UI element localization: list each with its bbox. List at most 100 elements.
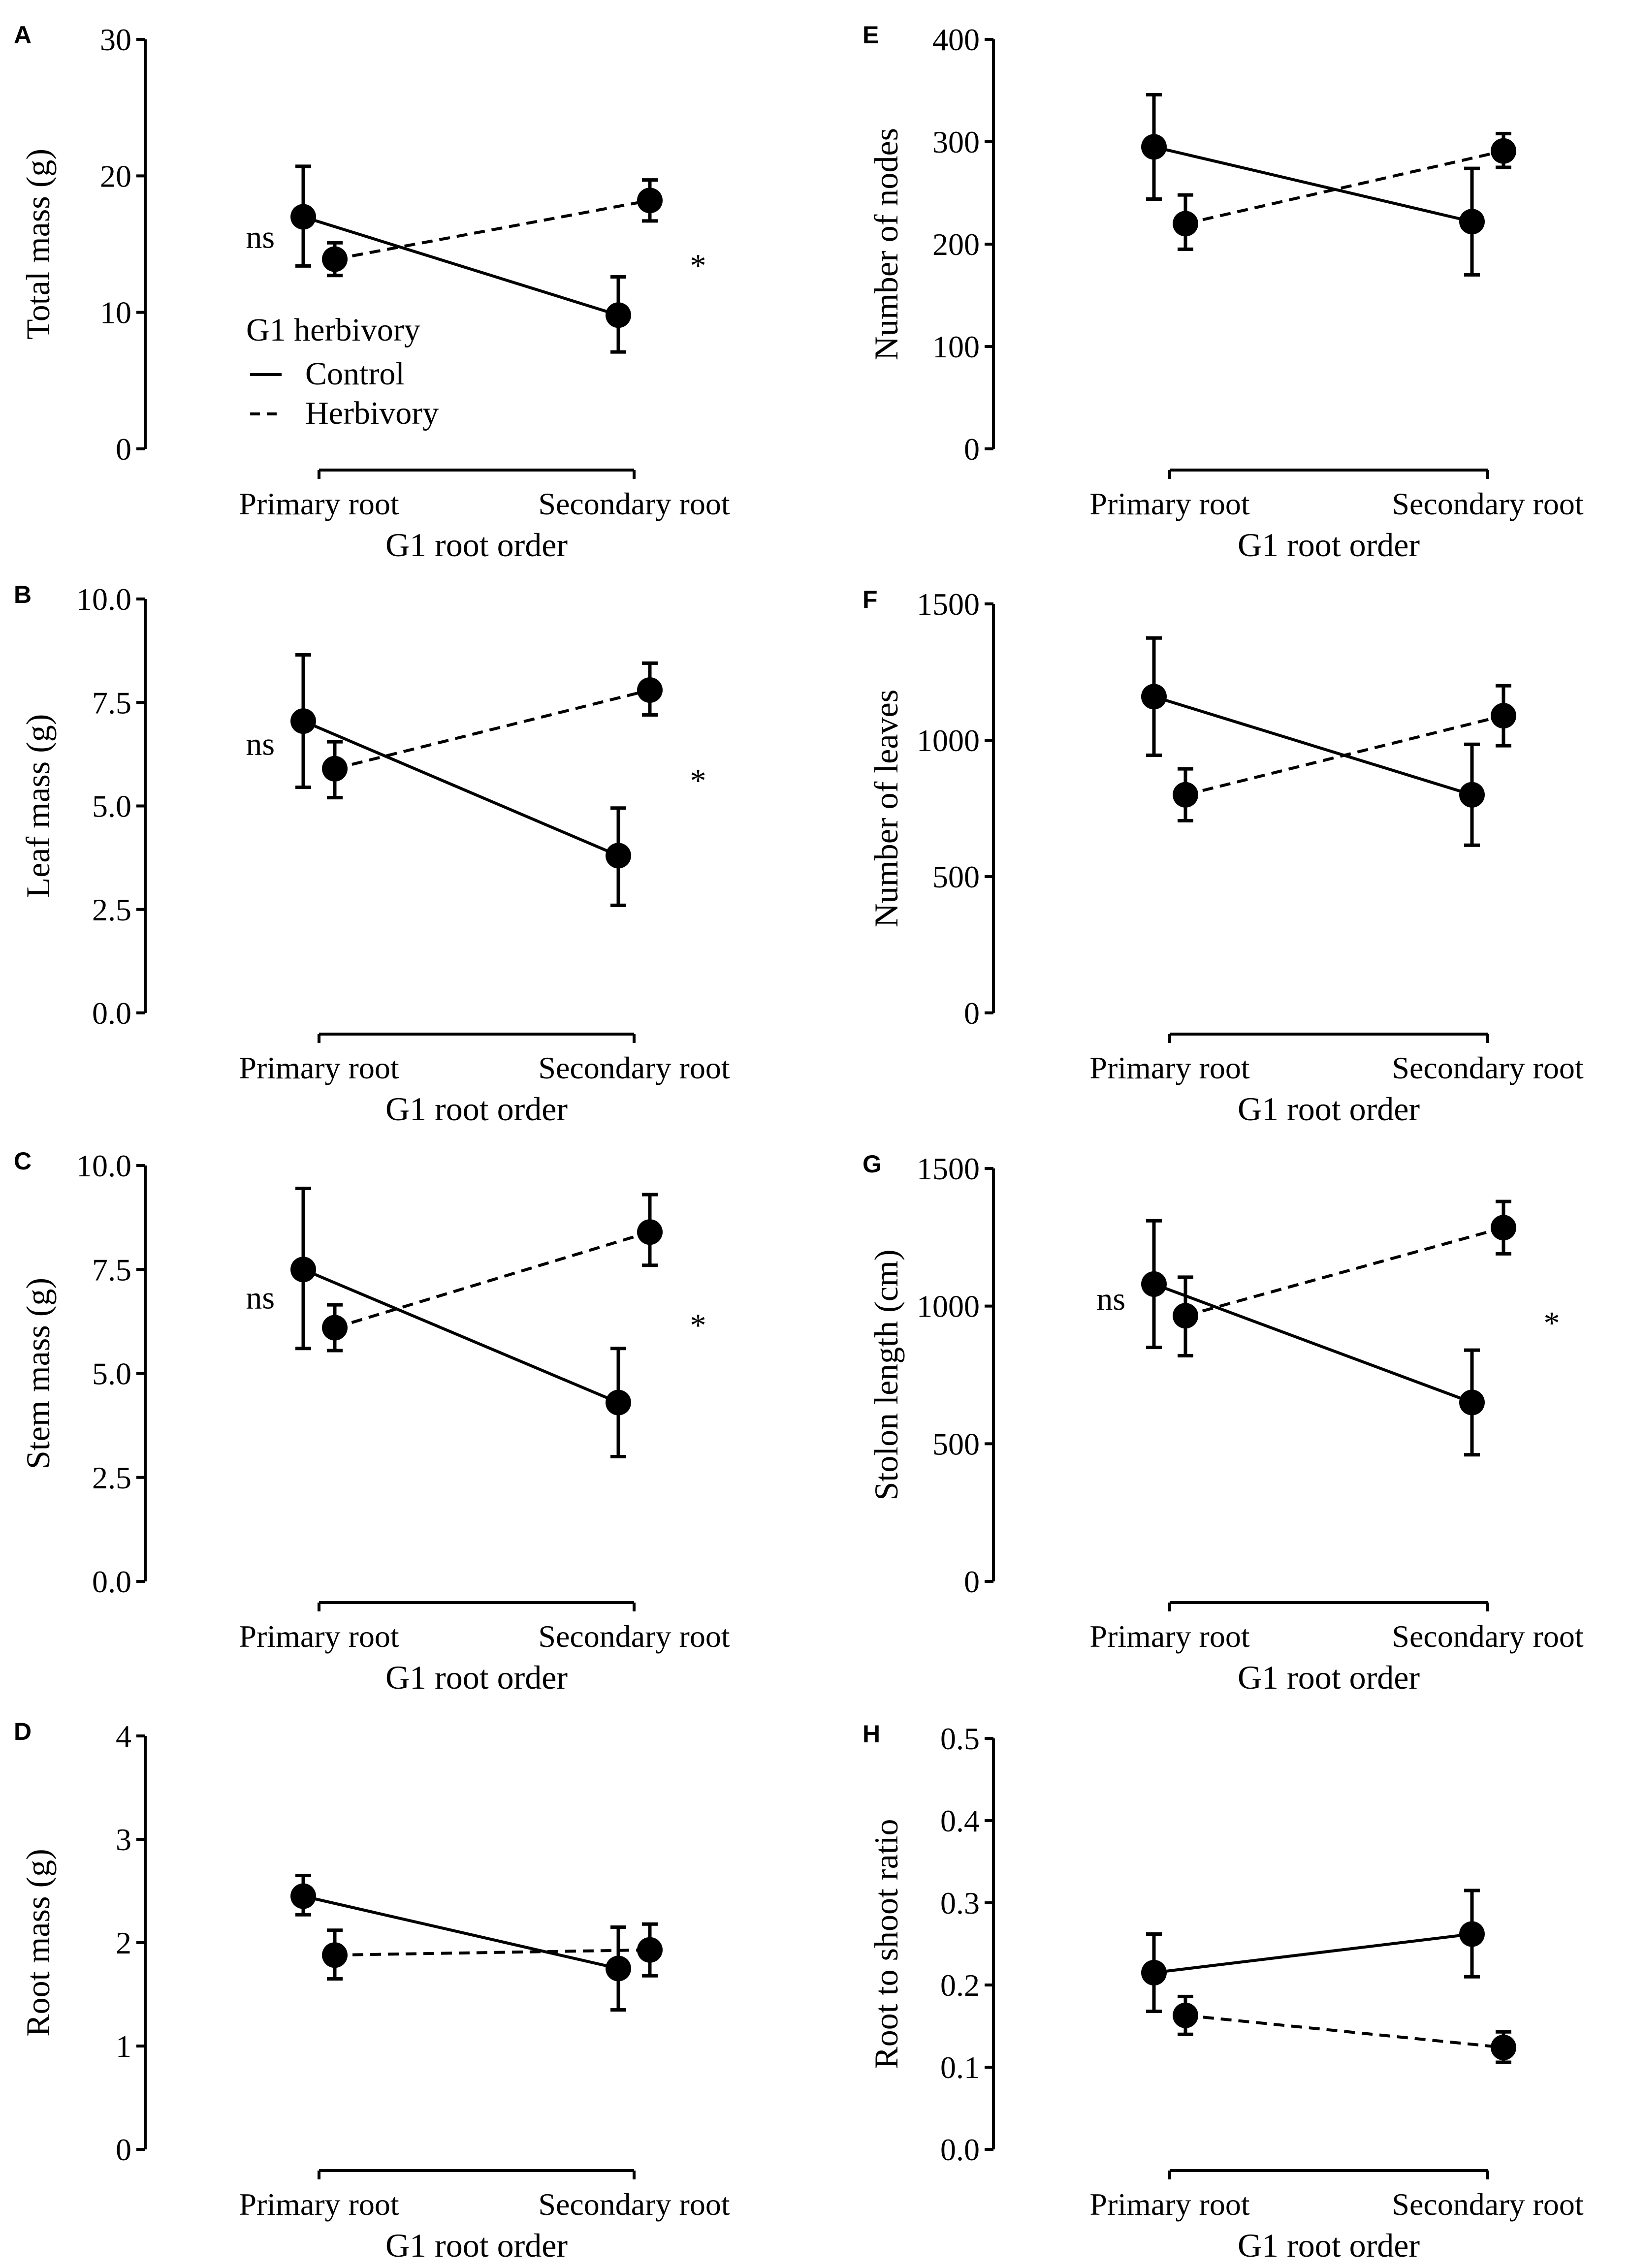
data-point xyxy=(1141,1271,1167,1297)
x-axis-title: G1 root order xyxy=(385,1659,568,1696)
data-point xyxy=(1173,782,1198,808)
y-tick-label: 20 xyxy=(100,158,131,193)
data-point xyxy=(1141,1959,1167,1985)
series-line xyxy=(1153,145,1472,223)
data-point xyxy=(606,1955,631,1982)
y-tick-label: 3 xyxy=(116,1822,131,1857)
x-tick-label: Secondary root xyxy=(1392,486,1583,521)
data-point xyxy=(322,1315,348,1341)
annotation-ns: ns xyxy=(246,726,275,762)
y-tick-label: 400 xyxy=(932,22,980,57)
y-tick-label: 7.5 xyxy=(92,1252,131,1287)
series-herbivory xyxy=(1173,131,1516,251)
panel-h: H 0.0 0.1 0.2 0.3 0.4 0.5 Root to shoot ratio Pr… xyxy=(863,1720,1584,2264)
panel-g: G 0 500 1000 1500 Stolon length (cm) Primary r… xyxy=(863,1150,1584,1696)
legend-title: G1 herbivory xyxy=(246,312,420,348)
x-tick-label: Secondary root xyxy=(538,486,730,521)
y-tick-label: 2.5 xyxy=(92,892,131,927)
data-point xyxy=(1459,1389,1485,1416)
y-tick-label: 0.1 xyxy=(940,2050,980,2085)
data-point xyxy=(1491,703,1516,729)
x-tick-label: Primary root xyxy=(1089,486,1250,521)
series-line xyxy=(1153,1283,1473,1404)
x-tick-label: Primary root xyxy=(239,1050,399,1085)
y-axis-title: Root mass (g) xyxy=(19,1849,57,2037)
x-tick-label: Secondary root xyxy=(538,1050,730,1085)
series-control xyxy=(290,1874,631,2012)
y-tick-label: 500 xyxy=(932,859,980,894)
data-point xyxy=(1141,134,1167,160)
x-tick-label: Primary root xyxy=(1089,1050,1250,1085)
series-herbivory xyxy=(1173,1994,1516,2064)
series-herbivory xyxy=(322,178,663,278)
annotation-ns: ns xyxy=(246,220,275,255)
y-tick-label: 0.2 xyxy=(940,1968,980,2003)
data-point xyxy=(322,1942,348,1968)
x-tick-label: Primary root xyxy=(239,2187,399,2222)
series-control xyxy=(1141,636,1485,847)
annotation-significance: * xyxy=(690,1307,706,1343)
series-line xyxy=(303,215,619,317)
x-axis-title: G1 root order xyxy=(1238,1659,1420,1696)
series-control xyxy=(290,653,631,907)
data-point xyxy=(1459,1921,1485,1947)
x-axis-title: G1 root order xyxy=(385,1090,568,1128)
y-tick-label: 500 xyxy=(932,1426,980,1461)
data-point xyxy=(1491,138,1516,164)
data-point xyxy=(637,188,663,214)
series-control xyxy=(1141,1219,1485,1457)
x-tick-label: Primary root xyxy=(239,486,399,521)
data-point xyxy=(1459,782,1485,808)
data-point xyxy=(322,246,348,272)
annotation-significance: * xyxy=(690,763,706,799)
series-herbivory xyxy=(1173,684,1516,822)
data-point xyxy=(637,1219,663,1245)
y-tick-label: 7.5 xyxy=(92,685,131,720)
data-point xyxy=(290,1883,316,1909)
annotation-significance: * xyxy=(1544,1305,1560,1341)
y-axis-title: Total mass (g) xyxy=(19,149,57,340)
panel-letter: H xyxy=(863,1720,880,1748)
legend-label-herbivory: Herbivory xyxy=(305,395,439,431)
x-axis-title: G1 root order xyxy=(385,526,568,564)
y-tick-label: 0 xyxy=(116,432,131,467)
series-control xyxy=(290,1186,631,1458)
series-herbivory xyxy=(322,661,663,800)
y-tick-label: 1 xyxy=(116,2029,131,2064)
y-tick-label: 5.0 xyxy=(92,789,131,824)
series-line xyxy=(1153,695,1472,796)
y-tick-label: 1500 xyxy=(917,587,980,622)
data-point xyxy=(637,677,663,703)
x-tick-label: Secondary root xyxy=(1392,1619,1583,1654)
panel-letter: C xyxy=(14,1147,32,1175)
y-axis-title: Root to shoot ratio xyxy=(867,1819,905,2069)
series-line xyxy=(334,1230,650,1329)
y-tick-label: 0 xyxy=(964,1564,980,1599)
panel-c: C 0.0 2.5 5.0 7.5 10.0 Stem mass (g) Primary ro… xyxy=(14,1147,730,1696)
y-tick-label: 1000 xyxy=(917,1289,980,1324)
panel-letter: D xyxy=(14,1718,32,1745)
data-point xyxy=(1141,684,1167,710)
data-point xyxy=(290,708,316,734)
y-tick-label: 0 xyxy=(964,996,980,1031)
x-tick-label: Secondary root xyxy=(1392,2187,1583,2222)
y-tick-label: 0.0 xyxy=(92,1564,131,1599)
y-tick-label: 5.0 xyxy=(92,1356,131,1391)
y-tick-label: 300 xyxy=(932,125,980,159)
data-point xyxy=(637,1937,663,1963)
data-point xyxy=(1173,1303,1198,1329)
x-tick-label: Primary root xyxy=(1089,2187,1250,2222)
y-tick-label: 10.0 xyxy=(76,1148,131,1183)
y-axis-title: Stolon length (cm) xyxy=(867,1250,905,1501)
panel-d: D 0 1 2 3 4 Root mass (g) Primary root Secondary… xyxy=(14,1718,730,2264)
x-tick-label: Primary root xyxy=(1089,1619,1250,1654)
y-axis-title: Leaf mass (g) xyxy=(19,714,57,898)
annotation-significance: * xyxy=(690,248,706,284)
series-line xyxy=(1185,1226,1504,1318)
y-tick-label: 10.0 xyxy=(76,582,131,617)
y-tick-label: 4 xyxy=(116,1719,131,1754)
series-line xyxy=(1153,1932,1472,1974)
series-line xyxy=(302,1268,619,1404)
x-tick-label: Primary root xyxy=(239,1619,399,1654)
